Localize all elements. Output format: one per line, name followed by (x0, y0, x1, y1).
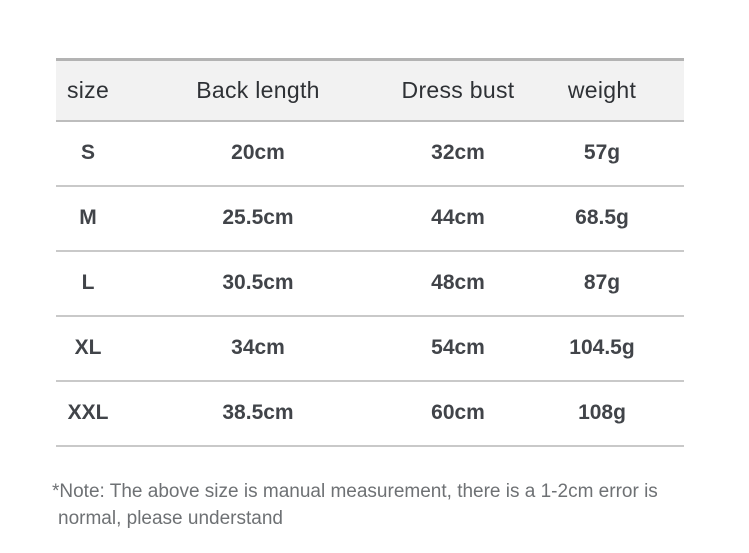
size-cell: L (56, 250, 120, 317)
weight-cell: 68.5g (520, 185, 684, 252)
dress-bust-cell: 44cm (396, 185, 520, 252)
weight-cell: 104.5g (520, 315, 684, 382)
measurement-note: *Note: The above size is manual measurem… (52, 478, 724, 532)
dress-bust-cell: 48cm (396, 250, 520, 317)
column-header-back-length: Back length (120, 59, 396, 122)
size-cell: M (56, 185, 120, 252)
dress-bust-cell: 60cm (396, 380, 520, 447)
column-header-size: size (56, 59, 120, 122)
table-header-row: size Back length Dress bust weight (56, 59, 684, 122)
measurement-note-line-2: normal, please understand (58, 508, 283, 529)
weight-cell: 87g (520, 250, 684, 317)
dress-bust-cell: 32cm (396, 120, 520, 187)
table-row-xxl: XXL 38.5cm 60cm 108g (56, 380, 684, 447)
size-cell: XXL (56, 380, 120, 447)
weight-cell: 108g (520, 380, 684, 447)
table-row-s: S 20cm 32cm 57g (56, 120, 684, 187)
table-row-l: L 30.5cm 48cm 87g (56, 250, 684, 317)
back-length-cell: 25.5cm (120, 185, 396, 252)
table-row-xl: XL 34cm 54cm 104.5g (56, 315, 684, 382)
back-length-cell: 30.5cm (120, 250, 396, 317)
size-chart-table: size Back length Dress bust weight S 20c… (56, 58, 684, 447)
weight-cell: 57g (520, 120, 684, 187)
back-length-cell: 38.5cm (120, 380, 396, 447)
column-header-dress-bust: Dress bust (396, 59, 520, 122)
back-length-cell: 20cm (120, 120, 396, 187)
measurement-note-line-1: *Note: The above size is manual measurem… (52, 481, 658, 502)
dress-bust-cell: 54cm (396, 315, 520, 382)
size-cell: S (56, 120, 120, 187)
column-header-weight: weight (520, 59, 684, 122)
size-cell: XL (56, 315, 120, 382)
table-row-m: M 25.5cm 44cm 68.5g (56, 185, 684, 252)
back-length-cell: 34cm (120, 315, 396, 382)
